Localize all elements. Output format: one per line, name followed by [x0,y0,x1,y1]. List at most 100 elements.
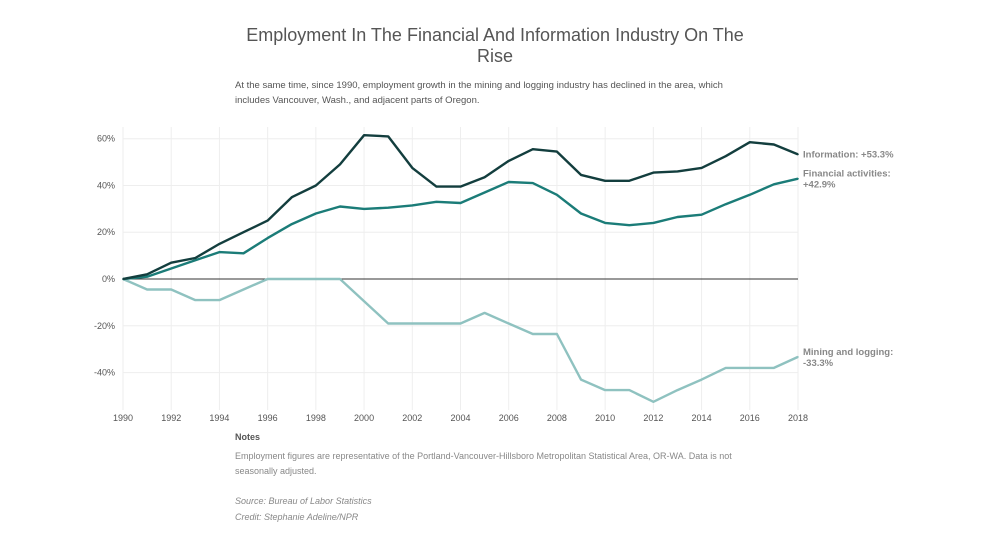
data-point-information [604,180,606,182]
x-tick-label: 2014 [692,413,712,423]
series-label-financial-activities: Financial activities: +42.9% [803,169,891,191]
data-point-mining-and-logging [146,288,148,291]
x-tick-label: 2016 [740,413,760,423]
data-point-financial-activities [604,222,606,224]
data-point-mining-and-logging [411,322,414,325]
data-point-mining-and-logging [339,278,341,280]
label-layer: Mining and logging: -33.3% Financial activ… [803,149,894,369]
data-point-information [773,143,775,146]
data-point-mining-and-logging [724,367,727,369]
data-point-information [628,180,631,182]
notes-text: Employment figures are representative of… [235,451,732,476]
data-point-information [146,273,148,276]
data-point-information [749,141,751,143]
data-point-mining-and-logging [483,312,486,314]
x-tick-label: 2010 [595,413,615,423]
data-point-mining-and-logging [194,299,197,301]
data-point-mining-and-logging [266,278,269,280]
data-point-financial-activities [170,267,172,270]
data-point-financial-activities [387,206,390,209]
data-point-financial-activities [556,194,558,196]
data-point-financial-activities [315,212,317,215]
data-point-information [652,171,655,174]
chart-title: Employment In The Financial And Informat… [246,25,744,66]
x-tick-label: 2000 [354,413,374,423]
data-point-financial-activities [483,191,486,194]
x-tick-label: 1990 [113,413,133,423]
line-chart: 1990 1992 1994 1996 1998 2000 2002 2004 2006 2008… [94,127,894,423]
data-point-financial-activities [218,251,221,253]
data-point-mining-and-logging [435,322,438,325]
data-point-information [242,231,245,233]
data-point-information [459,185,462,188]
data-point-financial-activities [194,259,197,262]
data-point-financial-activities [532,182,534,184]
data-point-financial-activities [749,194,751,196]
y-tick-label: -20% [94,321,115,331]
data-point-mining-and-logging [507,322,510,325]
grid-layer [122,127,799,410]
data-point-mining-and-logging [387,322,390,325]
data-point-information [700,167,703,169]
data-point-information [676,170,679,173]
data-point-mining-and-logging [749,367,751,369]
data-point-mining-and-logging [315,278,317,280]
y-tick-label: 40% [97,180,115,190]
data-point-financial-activities [628,224,631,226]
notes-heading: Notes [235,432,261,442]
data-point-financial-activities [459,202,462,204]
y-tick-label: -40% [94,368,115,378]
data-point-financial-activities [339,205,341,208]
data-point-mining-and-logging [532,333,534,335]
data-point-information [580,174,582,176]
x-tick-label: 2018 [788,413,808,423]
data-point-mining-and-logging [459,322,462,325]
x-tick-label: 2006 [499,413,519,423]
x-tick-label: 1994 [209,413,229,423]
data-point-mining-and-logging [797,356,799,358]
data-point-information [797,153,799,156]
series-label-information: Information: +53.3% [803,149,894,160]
x-tick-label: 2004 [450,413,470,423]
y-tick-label: 20% [97,227,115,237]
data-point-information [507,160,510,162]
data-point-financial-activities [146,275,148,278]
data-point-information [339,163,341,166]
data-point-information [363,134,365,136]
data-point-financial-activities [700,213,703,216]
data-point-information [556,150,558,153]
series-label-mining-and-logging: Mining and logging: -33.3% [803,347,893,369]
data-point-mining-and-logging [291,278,293,280]
data-point-financial-activities [363,208,365,210]
data-point-information [194,257,197,259]
data-point-financial-activities [411,204,414,207]
y-tick-label: 60% [97,134,115,144]
data-point-financial-activities [724,203,727,205]
data-point-mining-and-logging [580,378,582,381]
x-tick-label: 1998 [306,413,326,423]
data-point-financial-activities [580,212,582,215]
x-tick-label: 1992 [161,413,181,423]
data-point-information [218,243,221,245]
axis-layer: 1990 1992 1994 1996 1998 2000 2002 2004 2006 2008… [94,134,808,423]
data-point-financial-activities [652,222,655,224]
data-point-mining-and-logging [218,299,221,301]
x-tick-label: 1996 [258,413,278,423]
data-point-information [291,196,293,198]
x-tick-label: 2012 [643,413,663,423]
data-point-information [122,278,124,280]
data-point-mining-and-logging [363,300,365,303]
y-tick-label: 0% [102,274,115,284]
data-point-information [435,185,438,188]
x-tick-label: 2002 [402,413,422,423]
data-point-mining-and-logging [700,378,703,381]
data-point-mining-and-logging [604,389,606,391]
data-point-financial-activities [435,201,438,203]
data-point-information [387,135,390,138]
data-point-financial-activities [291,223,293,225]
data-point-mining-and-logging [170,288,172,291]
series-layer [122,134,799,403]
data-point-financial-activities [507,181,510,183]
chart-subtitle: At the same time, since 1990, employment… [235,80,723,106]
data-point-mining-and-logging [556,333,558,335]
